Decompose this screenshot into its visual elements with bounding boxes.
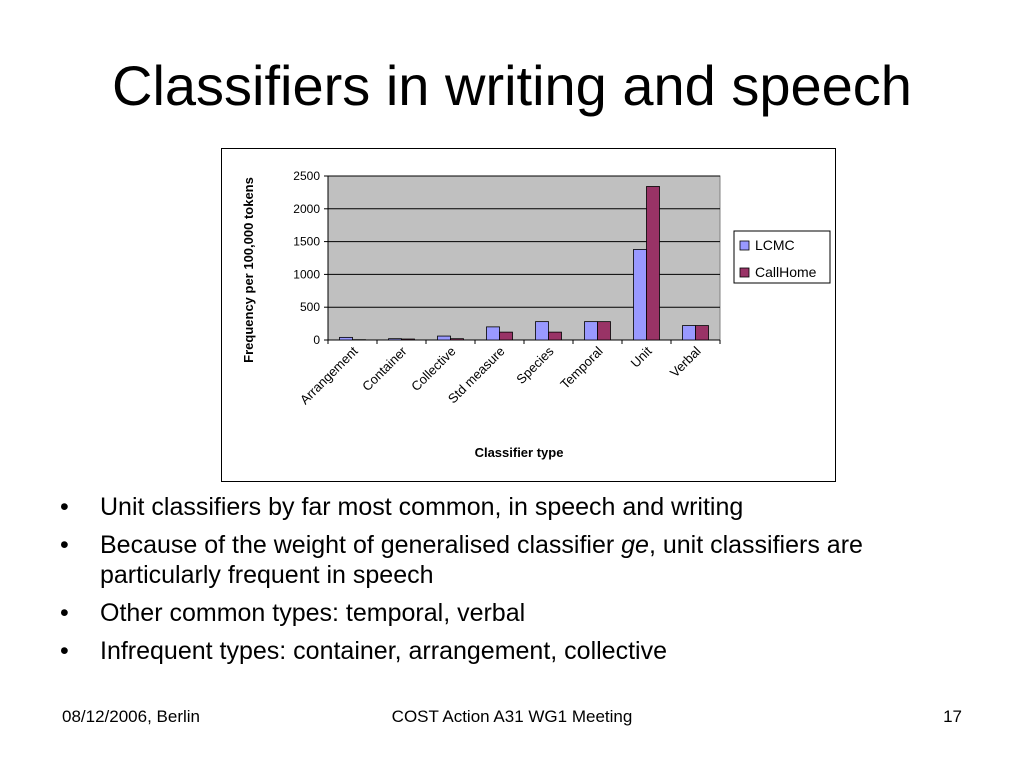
x-axis-title: Classifier type (475, 445, 564, 460)
bullet-item: • Infrequent types: container, arrangeme… (60, 636, 960, 666)
bar-lcmc (339, 336, 353, 341)
footer-date-location: 08/12/2006, Berlin (62, 707, 200, 726)
bullet-text: Other common types: temporal, verbal (100, 599, 526, 627)
footer-event: COST Action A31 WG1 Meeting (391, 707, 633, 726)
bullet-emphasis: ge (621, 531, 649, 559)
bar-chart: 0 500 1000 1500 2000 2500 ArrangementContainer… (241, 169, 831, 460)
x-tick-label: Unit (628, 343, 655, 370)
bar-callhome (401, 338, 415, 341)
bar-lcmc (437, 335, 451, 341)
bullet-item: • Other common types: temporal, verbal (60, 598, 960, 628)
bullet-item: • Because of the weight of generalised c… (60, 530, 960, 590)
x-tick-label: Temporal (557, 343, 605, 391)
bar-callhome (450, 338, 464, 341)
plot-area (327, 175, 721, 341)
legend-swatch (739, 240, 750, 251)
bullet-dot: • (60, 599, 69, 627)
y-tick-label: 2500 (293, 169, 320, 183)
bullet-text: Unit classifiers by far most common, in … (100, 493, 744, 521)
bar-lcmc (633, 249, 647, 341)
legend-swatch (739, 267, 750, 278)
x-tick-label: Container (359, 343, 410, 394)
bullet-text-continued: , unit classifiers are particularly freq… (100, 531, 863, 589)
x-tick-label: Species (513, 343, 557, 387)
bullet-item: • Unit classifiers by far most common, i… (60, 492, 960, 522)
bar-callhome (548, 331, 562, 341)
y-tick-label: 2000 (293, 202, 320, 216)
bar-callhome (695, 325, 709, 341)
y-axis-title: Frequency per 100,000 tokens (241, 177, 256, 363)
legend-box (733, 230, 831, 284)
chart-frame: 0 500 1000 1500 2000 2500 Arrangement Container… (221, 148, 836, 482)
bullet-list: • Unit classifiers by far most common, i… (60, 492, 960, 674)
legend-label: LCMC (755, 237, 795, 253)
bar-lcmc (682, 325, 696, 341)
x-tick-label: Arrangement (297, 343, 361, 407)
bar-callhome (646, 186, 660, 341)
bar-lcmc (535, 321, 549, 341)
bar-lcmc (584, 321, 598, 341)
footer-page-number: 17 (943, 707, 962, 726)
bar-lcmc (486, 326, 500, 341)
bar-callhome (597, 321, 611, 341)
bullet-text: Because of the weight of generalised cla… (100, 531, 622, 559)
bullet-dot: • (60, 531, 69, 559)
y-tick-label: 1000 (293, 267, 320, 281)
bullet-text: Infrequent types: container, arrangement… (100, 637, 667, 665)
y-tick-label: 500 (300, 300, 320, 314)
y-tick-label: 0 (313, 333, 320, 347)
slide-title: Classifiers in writing and speech (112, 54, 912, 117)
x-tick-label: Collective (408, 344, 458, 394)
bar-lcmc (388, 338, 402, 341)
legend-label: CallHome (755, 264, 817, 280)
bullet-dot: • (60, 637, 69, 665)
bar-callhome (499, 331, 513, 341)
y-tick-label: 1500 (293, 235, 320, 249)
bullet-dot: • (60, 493, 69, 521)
x-tick-label: Verbal (667, 343, 704, 380)
